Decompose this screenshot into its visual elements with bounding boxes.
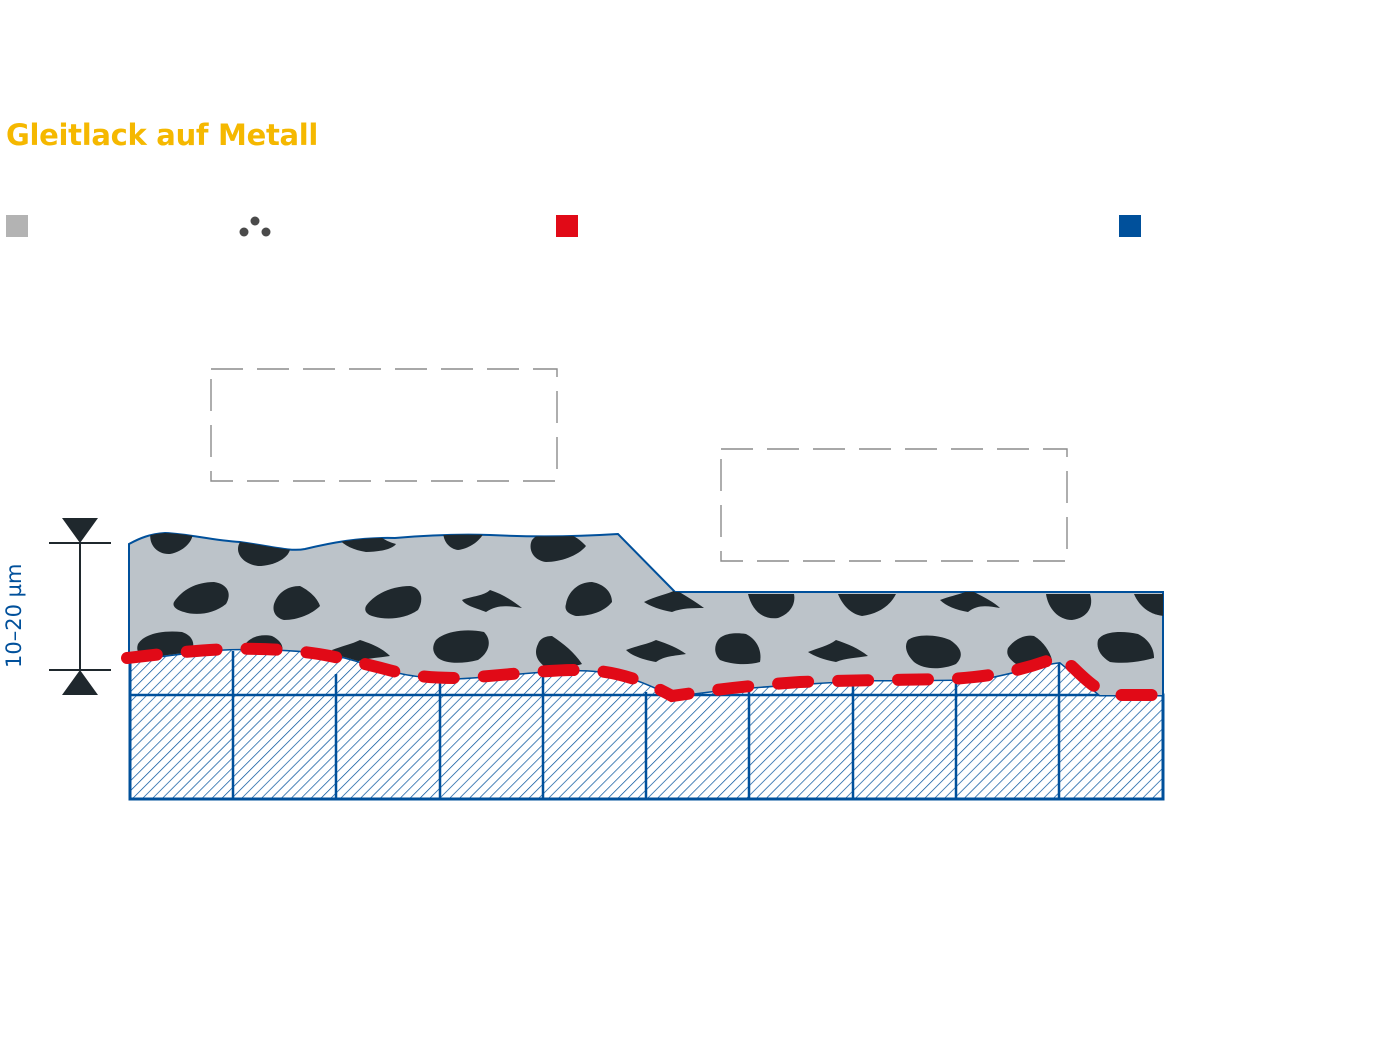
particle: [365, 586, 422, 619]
coating-swatch-icon: [6, 215, 28, 237]
particle: [150, 533, 193, 555]
particle: [808, 640, 868, 662]
particle: [462, 590, 522, 612]
particle: [644, 590, 704, 612]
dot: [239, 227, 249, 237]
particle: [273, 586, 320, 620]
particle: [626, 640, 686, 662]
dot: [261, 227, 271, 237]
particles-dots-icon: [239, 216, 271, 237]
particle: [715, 633, 761, 665]
particle: [906, 635, 961, 669]
diagram-title: Gleitlack auf Metall: [6, 118, 319, 152]
callout-box-coating: [210, 368, 558, 482]
particle: [1134, 594, 1163, 616]
particle: [530, 533, 586, 562]
particle: [940, 590, 1000, 612]
arrow-up-icon: [62, 670, 98, 695]
particle: [173, 582, 229, 614]
metal-substrate: [128, 647, 1165, 801]
callout-box-surface: [720, 448, 1068, 562]
particle: [1046, 594, 1092, 620]
particle: [332, 640, 390, 662]
interface-swatch-icon: [556, 215, 578, 237]
particle: [1097, 632, 1154, 663]
particle: [838, 594, 896, 616]
particle: [433, 630, 489, 663]
metal-swatch-icon: [1119, 215, 1141, 237]
metal-grain-grid: [130, 651, 1163, 801]
coating-layer: [128, 531, 1164, 696]
thickness-dimension: [49, 518, 111, 695]
arrow-down-icon: [62, 518, 98, 543]
particle: [748, 594, 795, 619]
particle: [338, 533, 396, 552]
thickness-label: 10–20 µm: [2, 563, 26, 668]
dot: [250, 216, 260, 226]
particle: [565, 582, 612, 616]
interface-line: [121, 642, 1174, 703]
particle: [536, 636, 582, 668]
